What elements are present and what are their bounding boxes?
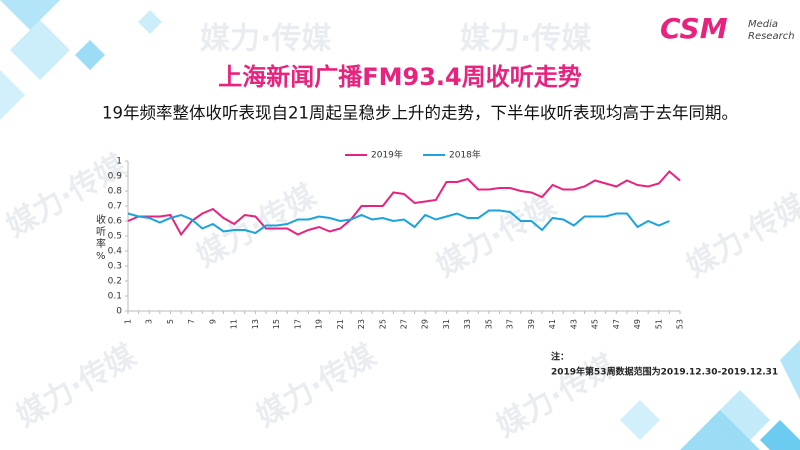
x-tick-label: 37 [506, 319, 515, 329]
y-tick-label: 0.6 [108, 217, 123, 227]
series-line [127, 209, 670, 235]
y-tick-label: 0 [116, 307, 122, 317]
y-tick-label: 0.9 [108, 172, 123, 182]
x-tick-label: 27 [400, 319, 409, 329]
watermark: 媒力·传媒 [200, 22, 332, 57]
note-label: 注： [551, 351, 569, 363]
x-tick-label: 9 [208, 319, 217, 324]
x-tick-label: 33 [463, 319, 472, 329]
x-tick-label: 15 [272, 319, 281, 329]
x-tick-label: 39 [527, 319, 536, 329]
legend-label: 2019年 [371, 149, 403, 161]
watermark: 媒力·传媒 [431, 188, 563, 285]
x-tick-label: 41 [548, 319, 557, 329]
x-tick-label: 43 [569, 319, 578, 329]
x-tick-label: 35 [484, 319, 493, 329]
x-tick-label: 45 [591, 319, 600, 329]
x-tick-label: 13 [251, 319, 260, 329]
y-axis-label: 收听率% [96, 213, 106, 262]
logo-brand: CSM [660, 12, 728, 45]
y-tick-label: 0.2 [108, 277, 122, 287]
x-tick-label: 51 [654, 319, 663, 329]
y-tick-label: 0.8 [108, 187, 123, 197]
x-tick-label: 5 [166, 319, 175, 324]
y-tick-label: 0.7 [108, 202, 122, 212]
series-line [127, 170, 681, 237]
y-tick-label: 0.3 [108, 262, 122, 272]
y-tick-label: 0.5 [108, 232, 122, 242]
x-tick-label: 49 [633, 319, 642, 329]
watermark: 媒力·传媒 [251, 338, 383, 435]
x-tick-label: 47 [612, 319, 621, 329]
watermark: 媒力·传媒 [460, 22, 592, 57]
watermark: 媒力·传媒 [11, 338, 143, 435]
x-tick-label: 21 [336, 319, 345, 329]
watermark: 媒力·传媒 [681, 188, 800, 285]
subtitle: 19年频率整体收听表现自21周起呈稳步上升的走势，下半年收听表现均高于去年同期。 [102, 104, 738, 123]
x-tick-label: 17 [293, 319, 302, 329]
x-tick-label: 29 [421, 319, 430, 329]
legend-label: 2018年 [449, 149, 481, 161]
x-tick-label: 19 [315, 319, 324, 329]
note-text: 2019年第53周数据范围为2019.12.30-2019.12.31 [551, 366, 778, 378]
x-tick-label: 3 [145, 319, 154, 324]
chart-title: 上海新闻广播FM93.4周收听走势 [218, 63, 582, 91]
x-tick-label: 53 [676, 319, 685, 329]
x-tick-label: 23 [357, 319, 366, 329]
x-tick-label: 31 [442, 319, 451, 329]
x-tick-label: 1 [124, 319, 133, 324]
x-tick-label: 7 [187, 319, 196, 324]
y-tick-label: 1 [116, 157, 122, 167]
x-tick-label: 11 [230, 319, 239, 329]
y-tick-label: 0.4 [108, 247, 123, 257]
y-tick-label: 0.1 [108, 292, 122, 302]
logo-line: Research [748, 31, 795, 42]
x-tick-label: 25 [378, 319, 387, 329]
logo-line: Media [748, 19, 778, 30]
